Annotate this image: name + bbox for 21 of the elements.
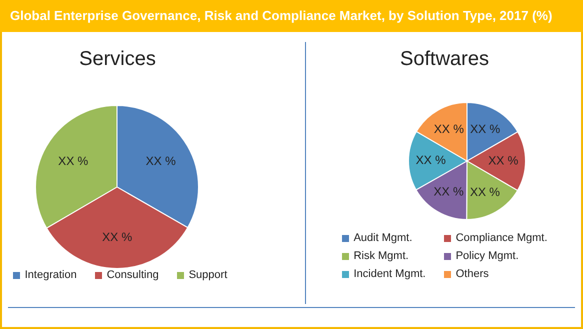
data-label: XX % — [488, 153, 519, 168]
legend-label: Audit Mgmt. — [354, 232, 412, 244]
data-label: XX % — [470, 184, 500, 199]
legend-label: Others — [456, 268, 489, 280]
data-label: XX % — [102, 230, 132, 244]
chart-title: Softwares — [399, 48, 490, 71]
legend-label: Risk Mgmt. — [354, 250, 409, 262]
legend-label: Consulting — [106, 269, 159, 281]
legend-label: Incident Mgmt. — [354, 268, 426, 280]
legend-label: Support — [188, 269, 228, 281]
data-label: XX % — [416, 153, 446, 168]
legend-label: Integration — [24, 269, 77, 281]
data-label: XX % — [434, 122, 464, 136]
data-label: XX % — [470, 122, 500, 136]
chart-subtitle: Services — [78, 48, 157, 71]
legend-label: Policy Mgmt. — [456, 250, 519, 262]
data-label: XX % — [434, 184, 464, 199]
text: Global Enterprise Governance, Risk and Compliance Market, by Solution Type, 2017 (%) — [0, 0, 583, 32]
legend-label: Compliance Mgmt. — [456, 232, 548, 244]
data-label: XX % — [58, 154, 89, 168]
data-label: XX % — [146, 154, 176, 168]
